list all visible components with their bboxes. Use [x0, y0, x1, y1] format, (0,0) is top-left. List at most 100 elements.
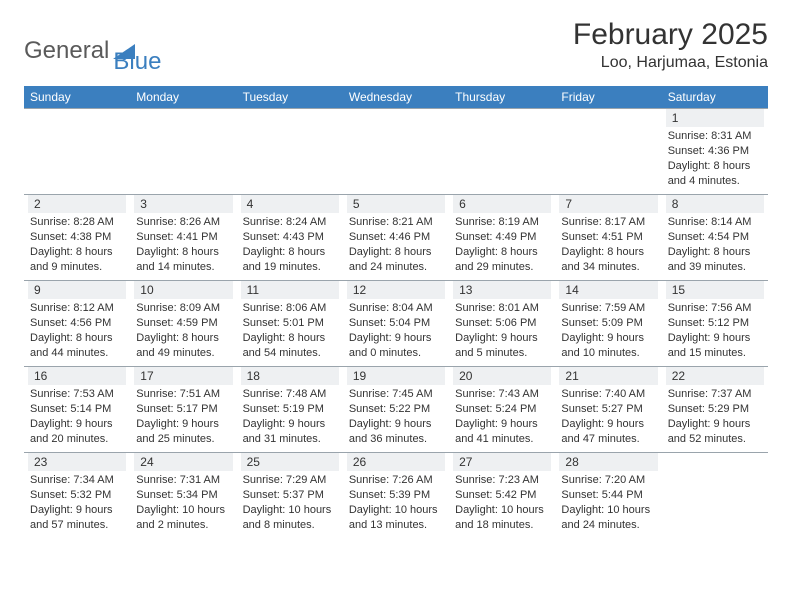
header: General Blue February 2025 Loo, Harjumaa… [24, 18, 768, 76]
day-number: 11 [241, 281, 339, 299]
day-day1: Daylight: 10 hours [455, 503, 549, 518]
day-sunset: Sunset: 4:54 PM [668, 230, 762, 245]
day-sunrise: Sunrise: 8:09 AM [136, 301, 230, 316]
day-day2: and 14 minutes. [136, 260, 230, 275]
day-number: 23 [28, 453, 126, 471]
day-sunset: Sunset: 4:49 PM [455, 230, 549, 245]
calendar-cell: 26Sunrise: 7:26 AMSunset: 5:39 PMDayligh… [343, 453, 449, 539]
day-day2: and 47 minutes. [561, 432, 655, 447]
calendar-cell: 11Sunrise: 8:06 AMSunset: 5:01 PMDayligh… [237, 281, 343, 367]
day-sunset: Sunset: 5:39 PM [349, 488, 443, 503]
day-number: 12 [347, 281, 445, 299]
day-number: 13 [453, 281, 551, 299]
day-sunset: Sunset: 5:27 PM [561, 402, 655, 417]
day-day1: Daylight: 9 hours [561, 331, 655, 346]
calendar-cell: 6 Sunrise: 8:19 AMSunset: 4:49 PMDaylight… [449, 195, 555, 281]
day-sunrise: Sunrise: 7:26 AM [349, 473, 443, 488]
day-day2: and 24 minutes. [561, 518, 655, 533]
calendar-cell: 18Sunrise: 7:48 AMSunset: 5:19 PMDayligh… [237, 367, 343, 453]
day-day2: and 41 minutes. [455, 432, 549, 447]
day-number: 9 [28, 281, 126, 299]
day-info: Sunrise: 7:23 AMSunset: 5:42 PMDaylight:… [453, 473, 551, 532]
title-block: February 2025 Loo, Harjumaa, Estonia [573, 18, 768, 72]
day-info: Sunrise: 7:45 AMSunset: 5:22 PMDaylight:… [347, 387, 445, 446]
day-sunrise: Sunrise: 7:51 AM [136, 387, 230, 402]
calendar-cell: 5Sunrise: 8:21 AMSunset: 4:46 PMDaylight… [343, 195, 449, 281]
day-info: Sunrise: 8:04 AMSunset: 5:04 PMDaylight:… [347, 301, 445, 360]
day-sunset: Sunset: 5:04 PM [349, 316, 443, 331]
day-info: Sunrise: 7:20 AMSunset: 5:44 PMDaylight:… [559, 473, 657, 532]
day-day1: Daylight: 10 hours [349, 503, 443, 518]
day-sunrise: Sunrise: 7:29 AM [243, 473, 337, 488]
day-sunset: Sunset: 4:36 PM [668, 144, 762, 159]
day-sunrise: Sunrise: 8:14 AM [668, 215, 762, 230]
day-day2: and 4 minutes. [668, 174, 762, 189]
logo-part1: General [24, 37, 109, 65]
day-day2: and 20 minutes. [30, 432, 124, 447]
calendar-cell: 7Sunrise: 8:17 AMSunset: 4:51 PMDaylight… [555, 195, 661, 281]
calendar-cell: 4Sunrise: 8:24 AMSunset: 4:43 PMDaylight… [237, 195, 343, 281]
day-day1: Daylight: 9 hours [561, 417, 655, 432]
day-number: 27 [453, 453, 551, 471]
day-sunset: Sunset: 5:01 PM [243, 316, 337, 331]
day-day2: and 52 minutes. [668, 432, 762, 447]
day-sunset: Sunset: 5:32 PM [30, 488, 124, 503]
day-day1: Daylight: 8 hours [668, 245, 762, 260]
day-day2: and 57 minutes. [30, 518, 124, 533]
calendar-week-row: 9Sunrise: 8:12 AMSunset: 4:56 PMDaylight… [24, 281, 768, 367]
calendar-week-row: 1Sunrise: 8:31 AMSunset: 4:36 PMDaylight… [24, 109, 768, 195]
day-sunrise: Sunrise: 7:43 AM [455, 387, 549, 402]
day-day1: Daylight: 9 hours [455, 331, 549, 346]
day-day1: Daylight: 8 hours [561, 245, 655, 260]
day-day2: and 2 minutes. [136, 518, 230, 533]
day-sunset: Sunset: 5:34 PM [136, 488, 230, 503]
day-day1: Daylight: 8 hours [30, 245, 124, 260]
day-day1: Daylight: 9 hours [455, 417, 549, 432]
day-day1: Daylight: 8 hours [455, 245, 549, 260]
day-sunrise: Sunrise: 7:59 AM [561, 301, 655, 316]
calendar-cell: 3Sunrise: 8:26 AMSunset: 4:41 PMDaylight… [130, 195, 236, 281]
day-day1: Daylight: 9 hours [30, 417, 124, 432]
day-sunrise: Sunrise: 7:20 AM [561, 473, 655, 488]
day-day2: and 54 minutes. [243, 346, 337, 361]
day-sunset: Sunset: 5:44 PM [561, 488, 655, 503]
day-day1: Daylight: 9 hours [349, 417, 443, 432]
day-sunset: Sunset: 5:06 PM [455, 316, 549, 331]
calendar-cell: 22Sunrise: 7:37 AMSunset: 5:29 PMDayligh… [662, 367, 768, 453]
day-number: 6 [453, 195, 551, 213]
day-day2: and 44 minutes. [30, 346, 124, 361]
calendar-cell [237, 109, 343, 195]
day-day1: Daylight: 8 hours [668, 159, 762, 174]
day-sunrise: Sunrise: 8:24 AM [243, 215, 337, 230]
day-info: Sunrise: 7:26 AMSunset: 5:39 PMDaylight:… [347, 473, 445, 532]
day-sunset: Sunset: 4:38 PM [30, 230, 124, 245]
day-day2: and 0 minutes. [349, 346, 443, 361]
day-sunset: Sunset: 5:12 PM [668, 316, 762, 331]
day-sunset: Sunset: 5:37 PM [243, 488, 337, 503]
day-sunrise: Sunrise: 8:01 AM [455, 301, 549, 316]
weekday-header: Saturday [662, 86, 768, 109]
day-number: 4 [241, 195, 339, 213]
day-day2: and 15 minutes. [668, 346, 762, 361]
calendar-cell: 27 Sunrise: 7:23 AMSunset: 5:42 PMDayligh… [449, 453, 555, 539]
day-day1: Daylight: 10 hours [136, 503, 230, 518]
day-day2: and 31 minutes. [243, 432, 337, 447]
day-sunrise: Sunrise: 7:53 AM [30, 387, 124, 402]
day-info: Sunrise: 8:19 AMSunset: 4:49 PMDaylight:… [453, 215, 551, 274]
calendar-week-row: 16Sunrise: 7:53 AMSunset: 5:14 PMDayligh… [24, 367, 768, 453]
day-sunrise: Sunrise: 7:48 AM [243, 387, 337, 402]
day-sunrise: Sunrise: 8:19 AM [455, 215, 549, 230]
day-number: 7 [559, 195, 657, 213]
day-info: Sunrise: 7:51 AMSunset: 5:17 PMDaylight:… [134, 387, 232, 446]
day-day1: Daylight: 8 hours [349, 245, 443, 260]
day-info: Sunrise: 7:40 AMSunset: 5:27 PMDaylight:… [559, 387, 657, 446]
day-sunrise: Sunrise: 7:45 AM [349, 387, 443, 402]
calendar-cell [24, 109, 130, 195]
day-sunset: Sunset: 5:19 PM [243, 402, 337, 417]
calendar-cell: 2Sunrise: 8:28 AMSunset: 4:38 PMDaylight… [24, 195, 130, 281]
month-title: February 2025 [573, 18, 768, 52]
day-number: 3 [134, 195, 232, 213]
calendar-body: 1Sunrise: 8:31 AMSunset: 4:36 PMDaylight… [24, 109, 768, 539]
day-sunset: Sunset: 5:29 PM [668, 402, 762, 417]
day-info: Sunrise: 8:14 AMSunset: 4:54 PMDaylight:… [666, 215, 764, 274]
